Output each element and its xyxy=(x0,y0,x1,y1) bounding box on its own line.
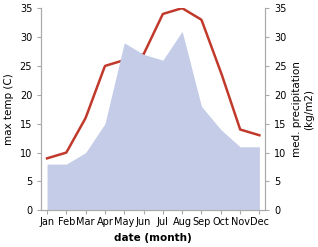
Y-axis label: max temp (C): max temp (C) xyxy=(4,73,14,145)
Y-axis label: med. precipitation
(kg/m2): med. precipitation (kg/m2) xyxy=(292,61,314,157)
X-axis label: date (month): date (month) xyxy=(114,233,192,243)
